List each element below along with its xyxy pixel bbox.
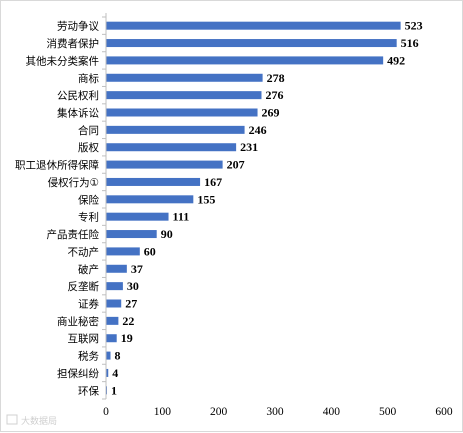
bars-group [106, 21, 401, 395]
value-label: 19 [121, 331, 133, 345]
bar-13 [106, 247, 140, 256]
value-label: 231 [240, 140, 258, 154]
axes-group [102, 13, 107, 400]
value-label: 4 [112, 366, 118, 380]
bar-3 [106, 73, 263, 82]
value-label: 90 [161, 227, 173, 241]
bar-10 [106, 195, 194, 204]
watermark-logo-icon [6, 414, 18, 425]
category-label: 破产 [78, 263, 99, 276]
value-label: 269 [262, 106, 280, 120]
category-labels: 劳动争议消费者保护其他未分类案件商标公民权利集体诉讼合同版权职工退休所得保障侵权… [15, 20, 99, 398]
x-tick-label: 400 [323, 406, 341, 418]
category-label: 担保纠纷 [57, 367, 99, 380]
bar-1 [106, 39, 397, 48]
bar-4 [106, 91, 262, 100]
value-label: 207 [227, 158, 245, 172]
value-label: 492 [387, 53, 405, 67]
value-label: 1 [111, 383, 117, 397]
x-tick-label: 300 [266, 406, 284, 418]
bar-14 [106, 264, 127, 273]
category-label: 反垄断 [68, 280, 100, 293]
value-label: 8 [115, 349, 121, 363]
bar-19 [106, 351, 111, 360]
value-label: 167 [204, 175, 222, 189]
category-label: 专利 [78, 211, 99, 224]
category-label: 环保 [78, 384, 99, 397]
bar-8 [106, 160, 223, 169]
x-tick-label: 500 [379, 406, 397, 418]
category-label: 消费者保护 [47, 37, 100, 50]
category-label: 劳动争议 [57, 20, 99, 33]
category-label: 版权 [78, 141, 99, 154]
value-label: 276 [265, 88, 283, 102]
category-label: 产品责任险 [47, 228, 100, 241]
category-label: 合同 [78, 124, 99, 137]
bar-7 [106, 143, 237, 152]
category-label: 公民权利 [57, 89, 99, 102]
value-label: 155 [197, 192, 215, 206]
bar-16 [106, 299, 122, 308]
bar-11 [106, 212, 169, 221]
bar-15 [106, 282, 123, 291]
category-label: 职工退休所得保障 [15, 159, 99, 172]
value-label: 246 [249, 123, 267, 137]
category-label: 其他未分类案件 [26, 54, 100, 67]
bar-20 [106, 368, 109, 377]
bar-5 [106, 108, 258, 117]
category-label: 税务 [78, 350, 99, 363]
x-tick-label: 0 [103, 406, 109, 418]
value-labels: 5235164922782762692462312071671551119060… [111, 19, 423, 398]
watermark-text: 大数据局 [21, 415, 57, 427]
value-label: 27 [125, 297, 137, 311]
value-label: 60 [144, 244, 156, 258]
category-label: 不动产 [68, 245, 100, 258]
value-label: 111 [173, 210, 190, 224]
x-tick-label: 600 [435, 406, 453, 418]
value-label: 278 [267, 71, 285, 85]
value-label: 523 [405, 19, 423, 33]
value-label: 37 [131, 262, 143, 276]
category-label: 证券 [78, 298, 99, 311]
category-label: 集体诉讼 [57, 107, 99, 120]
watermark: 大数据局 [6, 414, 57, 427]
bar-2 [106, 56, 384, 65]
value-label: 516 [401, 36, 419, 50]
category-label: 保险 [78, 193, 99, 206]
category-label: 侵权行为① [48, 176, 99, 189]
value-label: 22 [122, 314, 134, 328]
bar-0 [106, 21, 401, 30]
category-label: 商业秘密 [57, 315, 99, 328]
category-label: 商标 [78, 72, 99, 85]
bar-18 [106, 334, 117, 343]
bar-17 [106, 316, 119, 325]
x-tick-labels: 0 100 200 300 400 500 600 [103, 406, 453, 418]
category-label: 互联网 [68, 333, 100, 345]
bar-12 [106, 230, 157, 239]
x-tick-label: 100 [154, 406, 172, 418]
bar-9 [106, 177, 201, 186]
value-label: 30 [127, 279, 139, 293]
bar-6 [106, 125, 245, 134]
x-tick-label: 200 [210, 406, 228, 418]
